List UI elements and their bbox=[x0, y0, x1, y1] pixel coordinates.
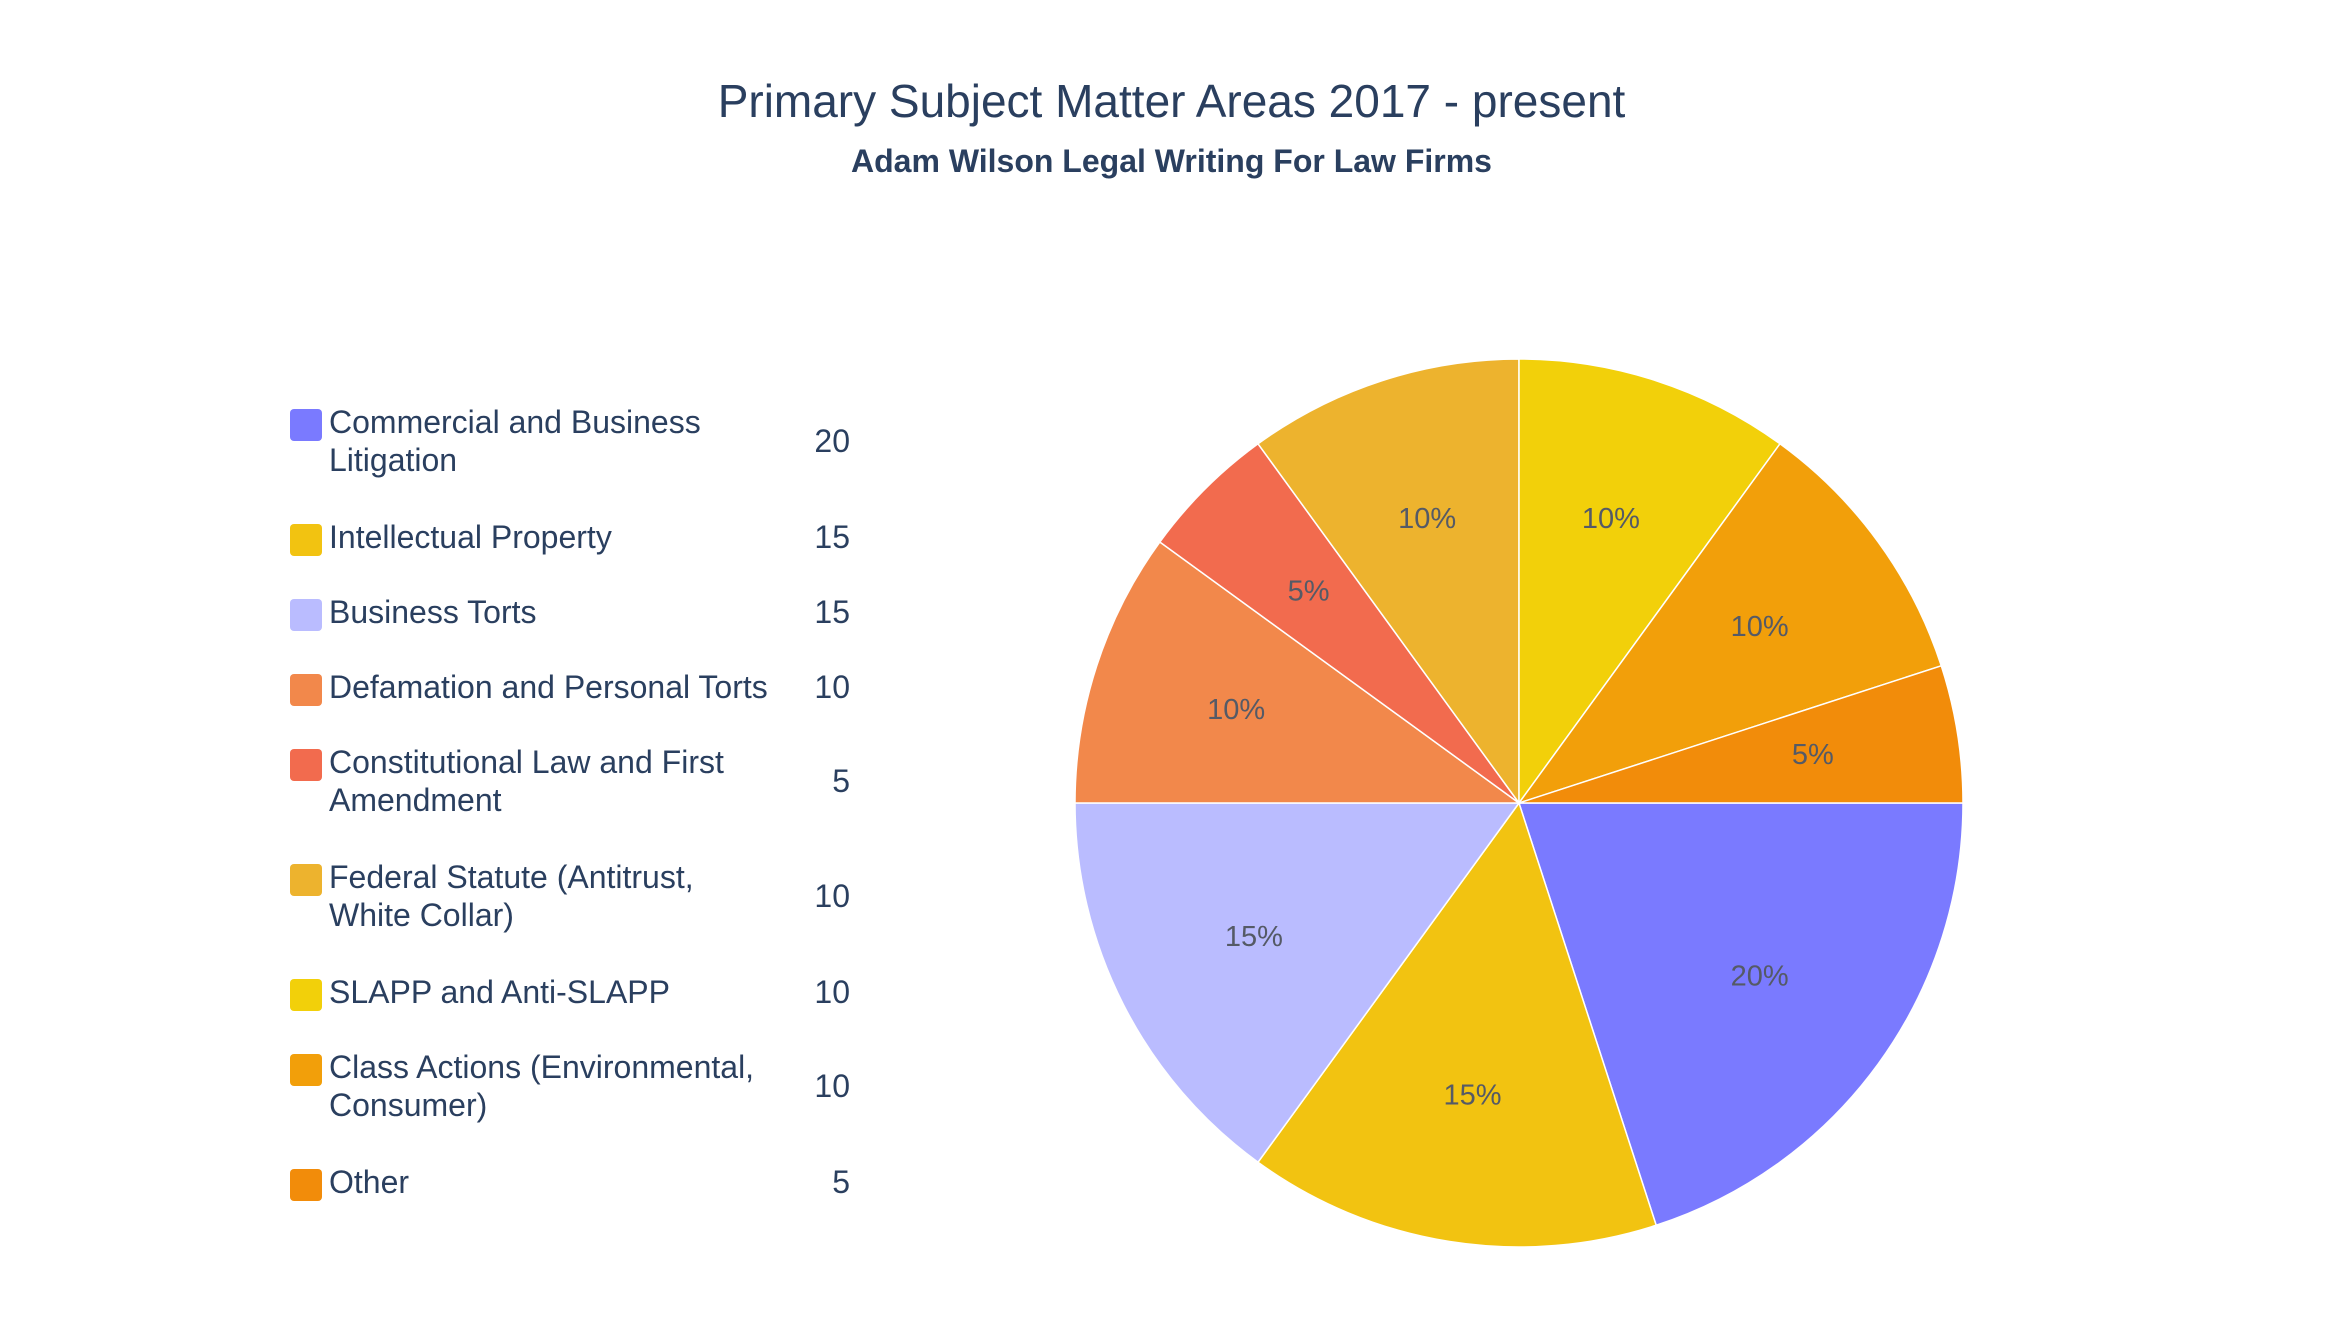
legend-label: Constitutional Law and First Amendment bbox=[329, 744, 724, 818]
legend-swatch bbox=[290, 409, 322, 441]
pie-slice-label: 10% bbox=[1207, 694, 1265, 726]
pie-slice-label: 15% bbox=[1443, 1079, 1501, 1111]
legend-item[interactable]: Other 5 bbox=[290, 1155, 850, 1225]
legend-label: Defamation and Personal Torts bbox=[329, 669, 768, 705]
chart-subtitle: Adam Wilson Legal Writing For Law Firms bbox=[851, 143, 1492, 179]
legend-value: 10 bbox=[814, 669, 850, 705]
legend-value: 5 bbox=[832, 1164, 850, 1200]
pie-slice[interactable] bbox=[1074, 802, 1521, 1164]
legend-label: Other bbox=[329, 1164, 410, 1200]
legend-item[interactable]: Commercial and Business Litigation 20 bbox=[290, 395, 850, 505]
pie-slice-label: 10% bbox=[1731, 611, 1789, 643]
legend-value: 15 bbox=[814, 519, 850, 555]
legend-value: 15 bbox=[814, 594, 850, 630]
chart-title: Primary Subject Matter Areas 2017 - pres… bbox=[717, 75, 1626, 127]
pie-slice-labels: 20% 15% 15% 10% 5% 10% 10% 10% 5% bbox=[1207, 503, 1834, 1112]
pie-slice[interactable] bbox=[1074, 540, 1522, 804]
legend-item[interactable]: Business Torts 15 bbox=[290, 585, 850, 655]
legend-label: Intellectual Property bbox=[329, 519, 612, 555]
legend-swatch bbox=[290, 599, 322, 631]
legend-label: Business Torts bbox=[329, 594, 537, 630]
legend-value: 10 bbox=[814, 974, 850, 1010]
legend-label: SLAPP and Anti-SLAPP bbox=[329, 974, 670, 1010]
pie-slice[interactable] bbox=[1256, 801, 1658, 1248]
legend-swatch bbox=[290, 749, 322, 781]
legend-label: Federal Statute (Antitrust, White Collar… bbox=[329, 859, 694, 933]
legend-swatch bbox=[290, 674, 322, 706]
legend-label: Commercial and Business Litigation bbox=[329, 404, 701, 478]
pie-slice[interactable] bbox=[1517, 442, 1943, 805]
legend-value: 10 bbox=[814, 878, 850, 914]
pie-slice-label: 10% bbox=[1398, 503, 1456, 535]
legend-item[interactable]: Federal Statute (Antitrust, White Collar… bbox=[290, 850, 850, 960]
legend-label: Class Actions (Environmental, Consumer) bbox=[329, 1049, 755, 1123]
legend-swatch bbox=[290, 1169, 322, 1201]
pie-slices bbox=[1074, 358, 1964, 1248]
legend-value: 10 bbox=[814, 1068, 850, 1104]
legend-item[interactable]: Intellectual Property 15 bbox=[290, 510, 850, 580]
pie-slice-label: 10% bbox=[1582, 503, 1640, 535]
legend-item[interactable]: SLAPP and Anti-SLAPP 10 bbox=[290, 965, 850, 1035]
pie-slice[interactable] bbox=[1518, 358, 1782, 806]
legend-item[interactable]: Class Actions (Environmental, Consumer) 1… bbox=[290, 1040, 850, 1150]
legend-item[interactable]: Defamation and Personal Torts 10 bbox=[290, 660, 850, 730]
pie-slice-label: 15% bbox=[1225, 921, 1283, 953]
pie-slice-label: 20% bbox=[1731, 961, 1789, 993]
pie-slice-label: 5% bbox=[1288, 575, 1330, 607]
pie-slice-label: 5% bbox=[1792, 739, 1834, 771]
legend-swatch bbox=[290, 864, 322, 896]
pie-slice[interactable] bbox=[1518, 664, 1964, 804]
legend-value: 5 bbox=[832, 763, 850, 799]
legend-swatch bbox=[290, 979, 322, 1011]
pie-slice[interactable] bbox=[1256, 358, 1520, 806]
legend-value: 20 bbox=[814, 423, 850, 459]
legend-swatch bbox=[290, 1054, 322, 1086]
legend-swatch bbox=[290, 524, 322, 556]
pie-slice[interactable] bbox=[1517, 802, 1964, 1227]
legend-item[interactable]: Constitutional Law and First Amendment 5 bbox=[290, 735, 850, 845]
